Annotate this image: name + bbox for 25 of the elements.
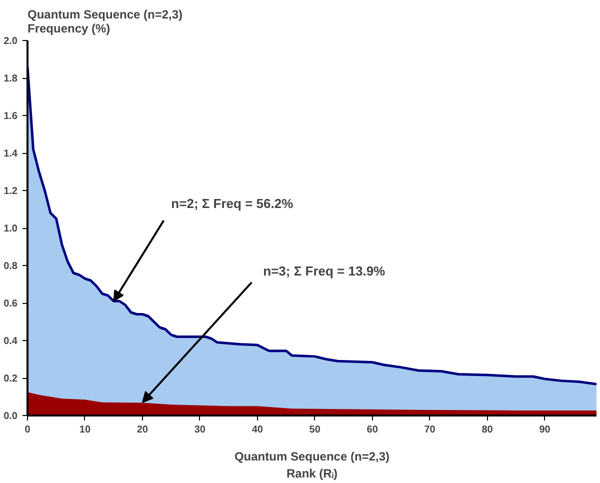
x-axis-title: Quantum Sequence (n=2,3) Rank (Rᵢ) [234, 450, 390, 480]
y-tick-label: 0.0 [4, 411, 18, 422]
x-tick-label: 20 [136, 424, 148, 436]
y-axis-title: Quantum Sequence (n=2,3) Frequency (%) [28, 8, 183, 36]
y-tick-label: 0.8 [4, 261, 18, 272]
x-tick-label: 70 [424, 424, 436, 436]
annotation: n=2; Σ Freq = 56.2% [171, 196, 294, 212]
y-tick-label: 0.4 [4, 336, 18, 347]
annotation: n=3; Σ Freq = 13.9% [263, 264, 386, 279]
y-tick-label: 0.6 [4, 298, 18, 310]
x-tick-label: 90 [539, 424, 551, 436]
y-tick-label: 1.4 [4, 148, 18, 160]
x-tick-label: 0 [24, 424, 31, 436]
x-tick-label: 40 [252, 424, 264, 436]
x-tick-label: 10 [79, 424, 91, 436]
y-tick-label: 0.2 [4, 374, 18, 384]
y-tick-label: 1.6 [4, 111, 18, 122]
x-tick-label: 30 [194, 424, 206, 436]
x-tick-label: 60 [366, 424, 378, 436]
x-tick-label: 80 [482, 424, 494, 436]
y-tick-label: 2.0 [4, 36, 18, 47]
y-tick-label: 1.0 [4, 224, 18, 234]
y-tick-label: 1.2 [4, 186, 18, 197]
y-tick-label: 1.8 [4, 74, 18, 84]
x-tick-label: 50 [309, 424, 321, 436]
